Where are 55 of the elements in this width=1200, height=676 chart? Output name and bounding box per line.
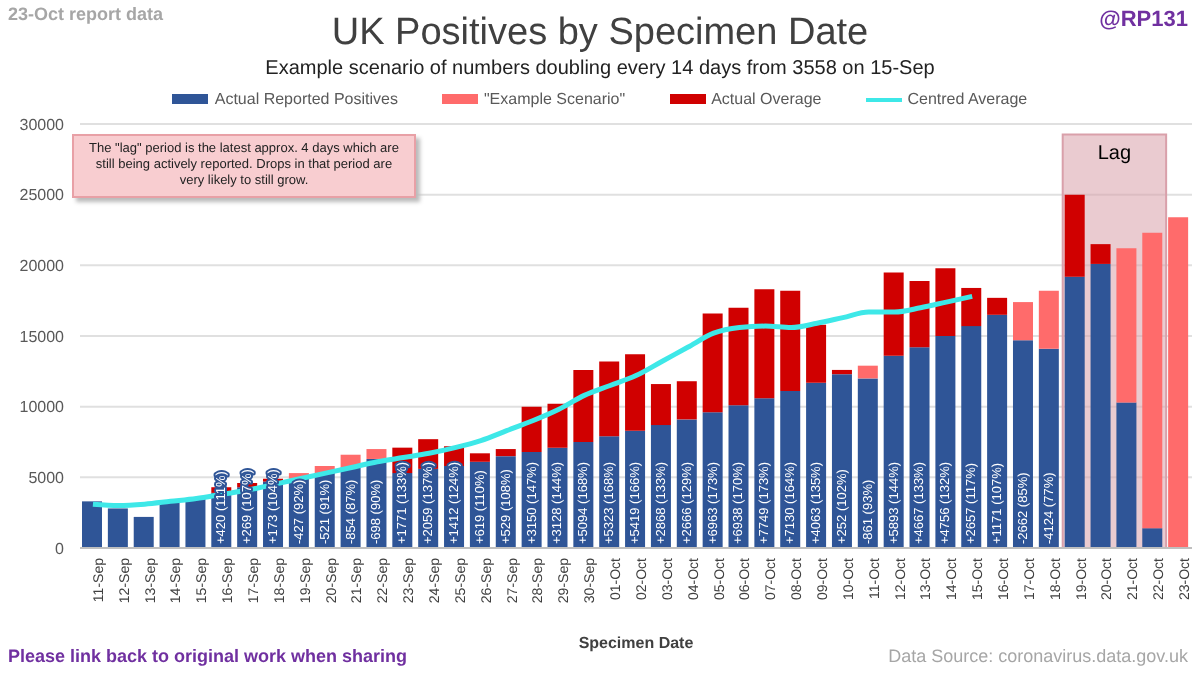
bar [1064,276,1085,548]
y-tick-label: 10000 [19,398,66,417]
bar [857,365,878,379]
chart-title: UK Positives by Specimen Date [331,12,869,54]
bar [1012,302,1033,341]
legend-label: "Example Scenario" [483,90,626,108]
bar [625,354,646,431]
chart-subtitle: Example scenario of numbers doubling every 14 days from 3558 on 15-Sep [263,58,937,80]
y-tick-label: 0 [55,539,66,558]
bar [702,313,723,413]
y-tick-label: 25000 [19,186,66,205]
legend-label: Actual Overage [711,90,822,108]
x-axis-title: Specimen Date [578,634,695,652]
bar [573,369,594,442]
legend-label: Actual Reported Positives [214,90,398,108]
bar [1168,217,1189,548]
bar [1116,402,1137,548]
bar [961,287,982,327]
bar [831,369,852,375]
bar [754,289,775,399]
legend-label: Centred Average [907,90,1028,108]
bar [1142,232,1163,529]
bar [185,498,206,548]
bar [159,499,180,548]
text: @RP131 [1099,8,1188,32]
bar [935,268,956,336]
bar [909,280,930,348]
bar [469,453,490,462]
bar [1064,194,1085,277]
bar [1038,290,1059,349]
bar [107,508,128,548]
bar [1142,528,1163,548]
bar [133,516,154,548]
y-tick-label: 15000 [19,327,66,346]
bar [806,324,827,383]
source-note: Data Source: coronavirus.data.gov.uk [888,646,1188,666]
text: Please link back to original work when sharing [8,646,408,666]
bar [883,272,904,356]
bar [599,361,620,437]
bar [728,307,749,406]
y-tick-label: 5000 [28,469,66,488]
bar [676,381,697,420]
bar [82,501,102,548]
bar [780,290,801,392]
bar [1090,263,1111,548]
y-tick-label: 20000 [19,257,66,276]
text: 23-Oct report data [8,4,164,24]
bar [366,449,387,459]
bar [1090,244,1111,264]
y-tick-label: 30000 [19,115,66,134]
bar [650,384,671,426]
bar [987,297,1008,315]
bar [495,449,516,457]
band-label: Lag [1097,142,1132,165]
bar [1116,248,1137,403]
